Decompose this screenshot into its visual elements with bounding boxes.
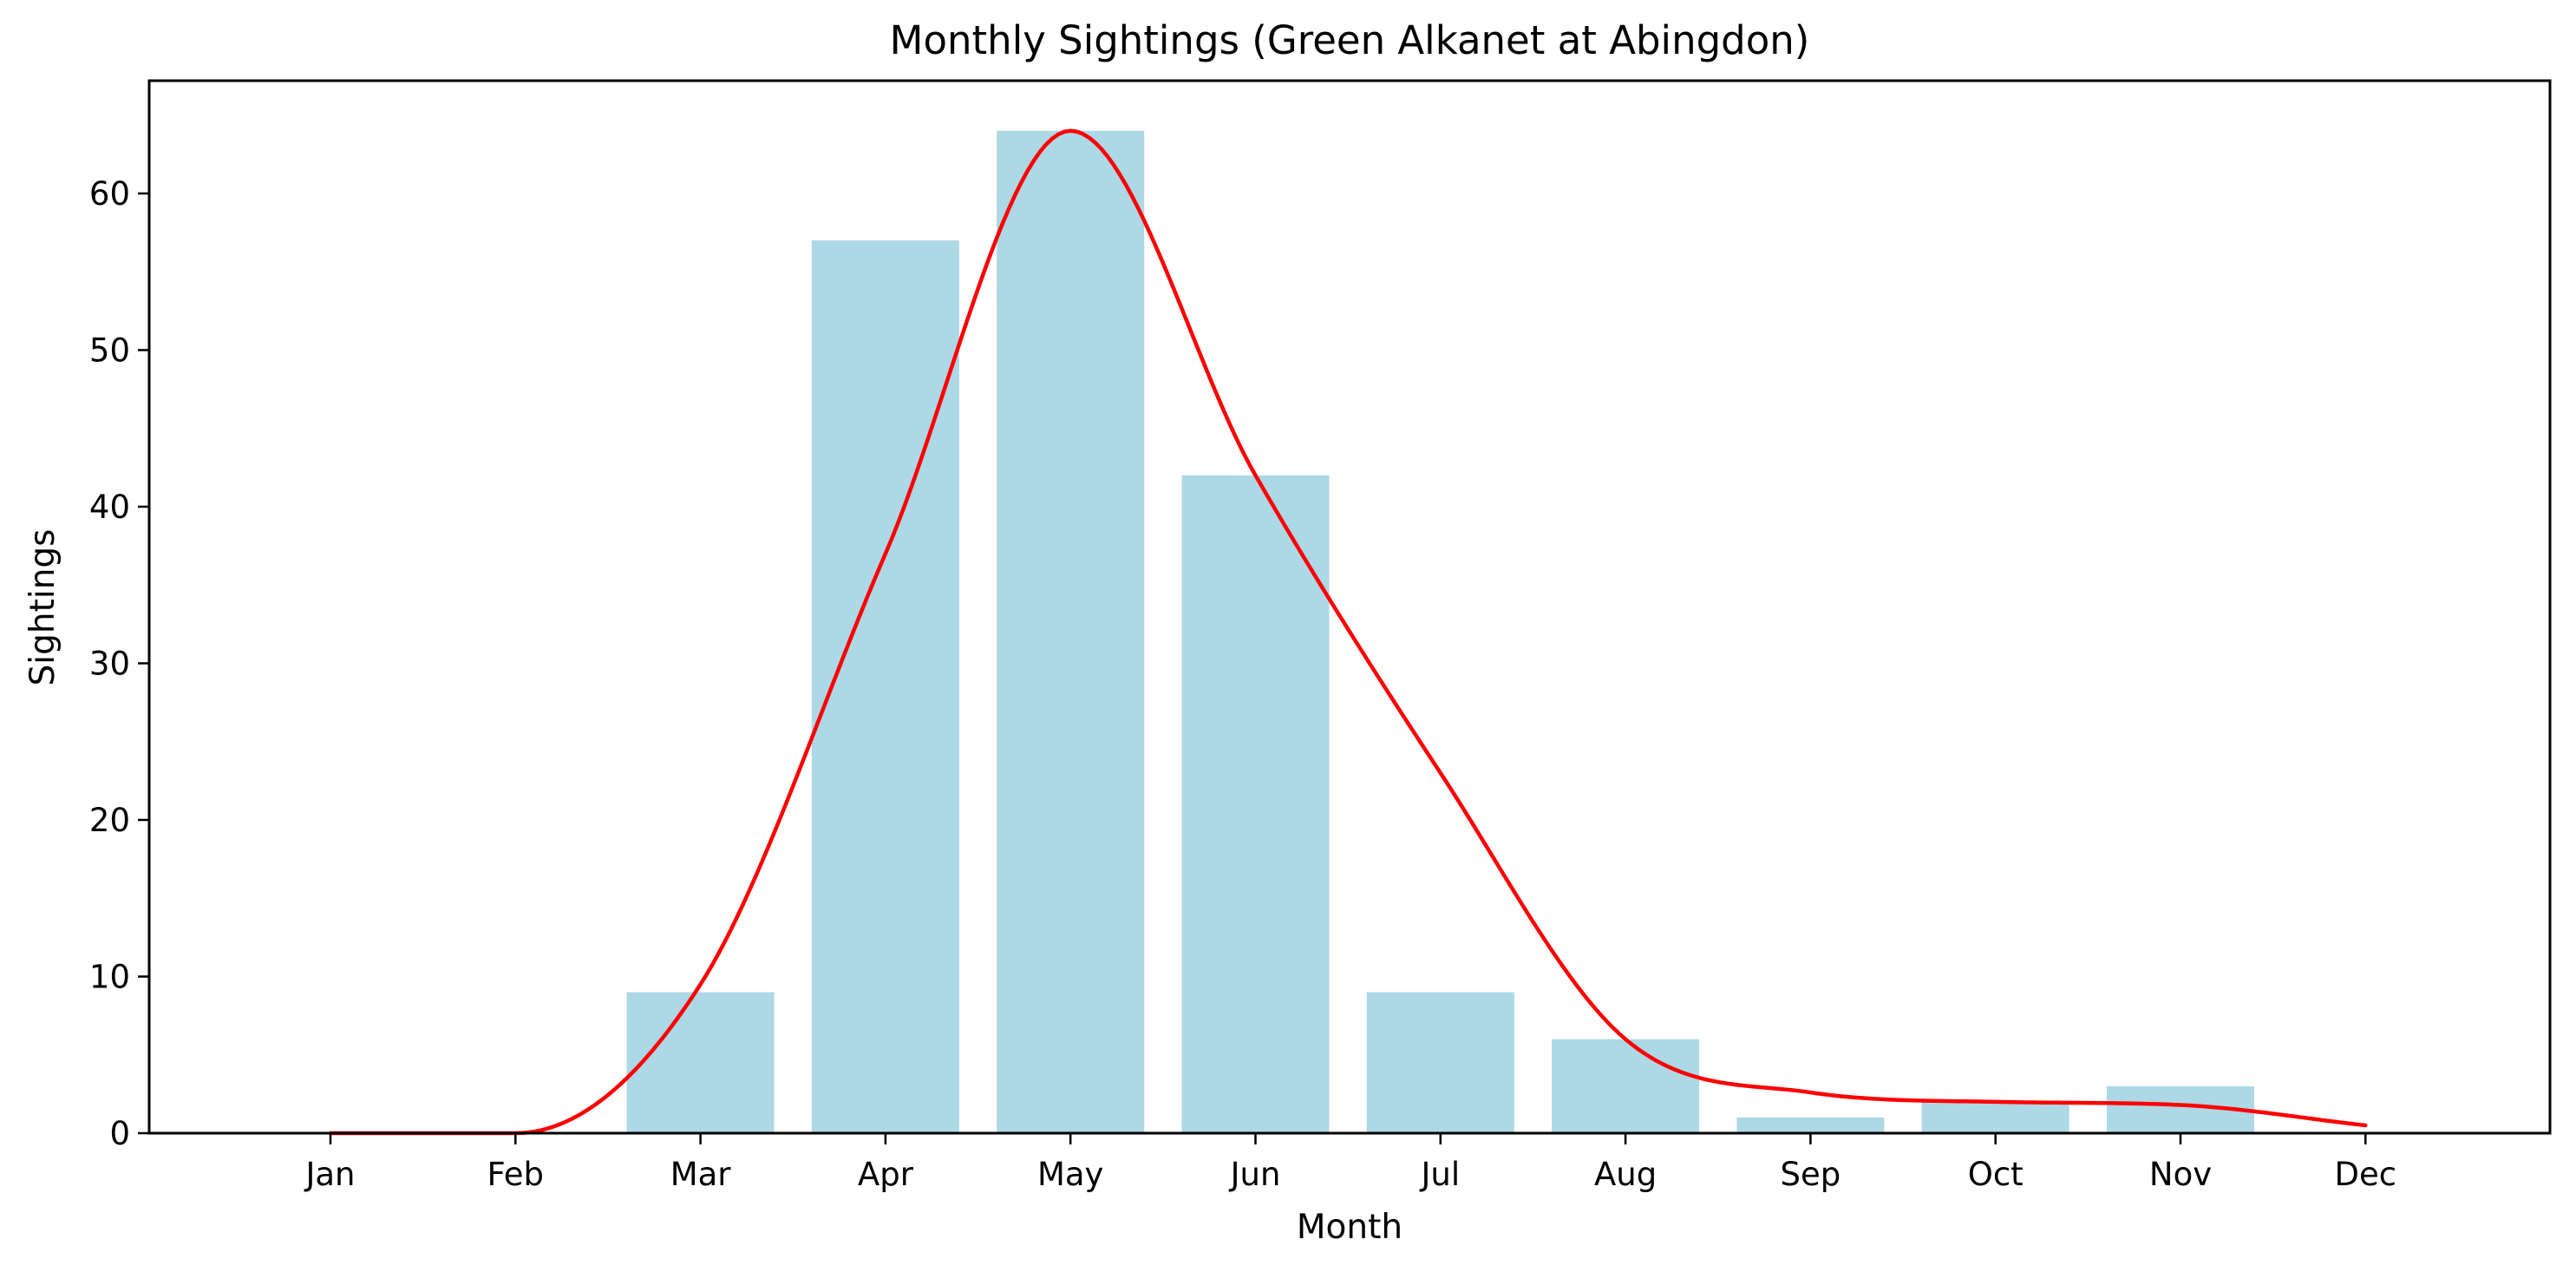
y-tick-label-50: 50: [89, 331, 130, 369]
trend-line-layer: [328, 128, 2368, 1136]
plot-frame: [147, 79, 2552, 1135]
x-tick-label-mar: Mar: [670, 1156, 732, 1193]
bar-apr: [811, 240, 959, 1133]
bar-jun: [1181, 475, 1330, 1133]
bar-oct: [1921, 1101, 2069, 1133]
x-tick-label-apr: Apr: [858, 1156, 914, 1193]
x-tick-label-jan: Jan: [304, 1156, 355, 1193]
y-axis: 0 10 20 30 40 50 60: [89, 175, 149, 1152]
x-tick-label-nov: Nov: [2149, 1156, 2212, 1193]
bar-mar: [626, 992, 775, 1133]
x-tick-label-oct: Oct: [1968, 1156, 2024, 1193]
bar-may: [997, 130, 1145, 1133]
x-tick-label-may: May: [1037, 1156, 1104, 1193]
bar-jul: [1366, 992, 1514, 1133]
x-tick-label-jul: Jul: [1419, 1156, 1460, 1193]
x-axis: Jan Feb Mar Apr May Jun Jul Aug Sep Oct Nov Dec: [304, 1133, 2396, 1193]
y-tick-label-10: 10: [89, 958, 130, 995]
y-tick-label-30: 30: [89, 645, 130, 682]
bar-aug: [1552, 1039, 1700, 1133]
bars-layer: [626, 130, 2254, 1133]
x-tick-label-sep: Sep: [1781, 1156, 1841, 1193]
x-tick-label-jun: Jun: [1229, 1156, 1281, 1193]
y-tick-label-20: 20: [89, 802, 130, 839]
x-tick-label-feb: Feb: [487, 1156, 545, 1193]
y-axis-label: Sightings: [23, 529, 62, 686]
x-tick-label-dec: Dec: [2334, 1156, 2396, 1193]
y-tick-label-60: 60: [89, 175, 130, 213]
x-tick-label-aug: Aug: [1594, 1156, 1657, 1193]
bar-sep: [1736, 1117, 1885, 1133]
x-axis-label: Month: [1297, 1208, 1402, 1247]
y-tick-label-40: 40: [89, 488, 130, 526]
y-tick-label-0: 0: [109, 1115, 130, 1152]
trend-line: [328, 128, 2368, 1136]
chart-title: Monthly Sightings (Green Alkanet at Abin…: [890, 17, 1810, 63]
